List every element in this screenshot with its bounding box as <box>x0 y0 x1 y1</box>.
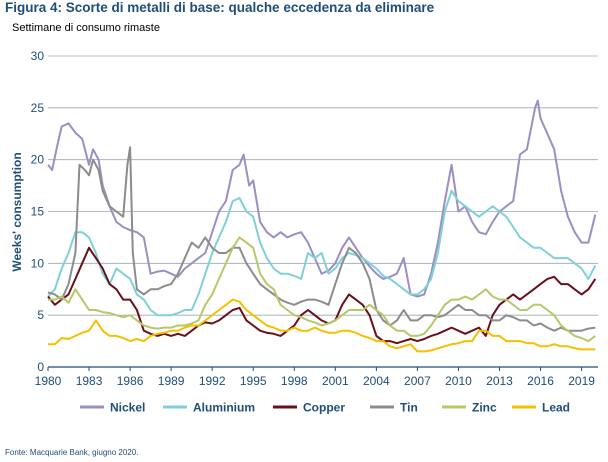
x-tick-label: 2010 <box>445 374 472 388</box>
chart-subtitle: Settimane di consumo rimaste <box>12 22 160 34</box>
x-tick-label: 2016 <box>527 374 554 388</box>
y-tick-label: 20 <box>31 153 45 167</box>
x-tick-label: 2004 <box>363 374 390 388</box>
x-tick-label: 1998 <box>281 374 308 388</box>
y-tick-label: 25 <box>31 101 45 115</box>
y-tick-label: 5 <box>37 308 44 322</box>
x-tick-label: 1989 <box>158 374 185 388</box>
source-note: Fonte: Macquarie Bank, giugno 2020. <box>5 448 139 457</box>
series-line-lead <box>48 298 596 353</box>
x-tick-label: 1980 <box>35 374 62 388</box>
legend-item-zinc: Zinc <box>442 401 497 415</box>
x-tick-label: 1992 <box>199 374 226 388</box>
y-tick-label: 0 <box>37 360 44 374</box>
y-axis-label: Weeks' consumption <box>10 152 24 271</box>
x-tick-label: 2013 <box>486 374 513 388</box>
y-tick-label: 10 <box>31 256 45 270</box>
legend-item-lead: Lead <box>512 401 570 415</box>
series-line-zinc <box>48 236 596 343</box>
x-tick-label: 1986 <box>117 374 144 388</box>
legend-label: Zinc <box>472 401 497 415</box>
legend-label: Tin <box>400 401 418 415</box>
legend-item-copper: Copper <box>273 401 345 415</box>
series-line-tin <box>47 146 596 332</box>
legend-label: Aluminium <box>193 401 255 415</box>
axis-ticks: 0 5 10 15 20 25 30 1980 1983 1986 1989 1992 1995 1998… <box>31 49 596 388</box>
y-tick-label: 30 <box>31 49 45 63</box>
y-tick-label: 15 <box>31 205 45 219</box>
legend-item-aluminium: Aluminium <box>163 401 255 415</box>
x-tick-label: 2007 <box>404 374 431 388</box>
x-tick-label: 1995 <box>240 374 267 388</box>
figure-title: Figura 4: Scorte di metalli di base: qua… <box>5 0 435 15</box>
legend: Nickel Aluminium Copper Tin Zinc Lead <box>80 401 570 415</box>
x-tick-label: 2001 <box>322 374 349 388</box>
legend-item-nickel: Nickel <box>80 401 145 415</box>
series-lines <box>47 99 597 353</box>
series-line-copper <box>47 246 597 345</box>
x-tick-label: 1983 <box>76 374 103 388</box>
legend-item-tin: Tin <box>370 401 418 415</box>
x-tick-label: 2019 <box>568 374 595 388</box>
series-line-aluminium <box>47 189 597 317</box>
legend-label: Lead <box>542 401 570 415</box>
legend-label: Copper <box>303 401 345 415</box>
series-line-nickel <box>47 99 597 298</box>
legend-label: Nickel <box>110 401 145 415</box>
